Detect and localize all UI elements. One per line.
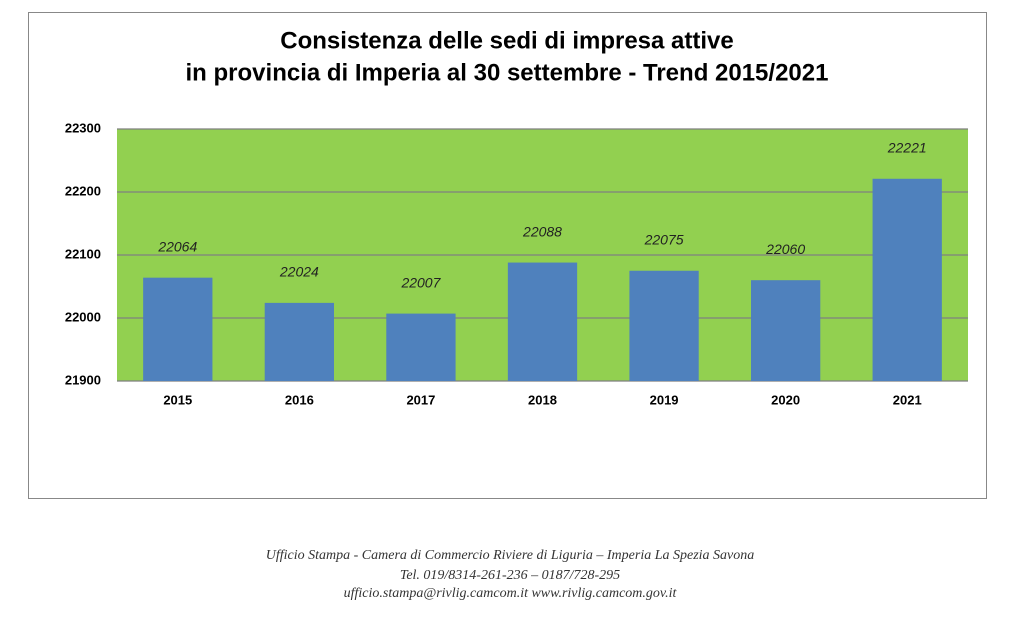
x-tick-label: 2020 (771, 392, 800, 407)
bar (264, 302, 335, 381)
bar (386, 313, 456, 381)
value-label: 22024 (279, 264, 319, 280)
value-label: 22075 (644, 231, 684, 247)
footer-line: Ufficio Stampa - Camera di Commercio Riv… (266, 548, 755, 563)
footer-line: ufficio.stampa@rivlig.camcom.it www.rivl… (344, 586, 678, 601)
y-tick-label: 22000 (65, 309, 101, 324)
value-label: 22007 (400, 274, 441, 290)
x-tick-label: 2019 (650, 392, 679, 407)
y-tick-label: 22200 (65, 183, 101, 198)
bar (507, 262, 578, 381)
y-tick-label: 22300 (65, 120, 101, 135)
value-label: 22060 (765, 241, 805, 257)
x-tick-label: 2015 (163, 392, 192, 407)
y-tick-label: 22100 (65, 246, 101, 261)
bar (750, 280, 821, 381)
chart-title: Consistenza delle sedi di impresa attive (280, 27, 734, 54)
footer-line: Tel. 019/8314-261-236 – 0187/728-295 (400, 568, 620, 583)
value-label: 22088 (522, 223, 562, 239)
x-tick-label: 2018 (528, 392, 557, 407)
bar (629, 270, 699, 381)
value-label: 22064 (157, 238, 197, 254)
x-tick-label: 2017 (406, 392, 435, 407)
x-tick-label: 2021 (893, 392, 922, 407)
chart-title: in provincia di Imperia al 30 settembre … (186, 59, 829, 86)
value-label: 22221 (887, 139, 927, 155)
x-tick-label: 2016 (285, 392, 314, 407)
bar (872, 178, 942, 381)
bar (143, 277, 213, 381)
y-tick-label: 21900 (65, 372, 101, 387)
